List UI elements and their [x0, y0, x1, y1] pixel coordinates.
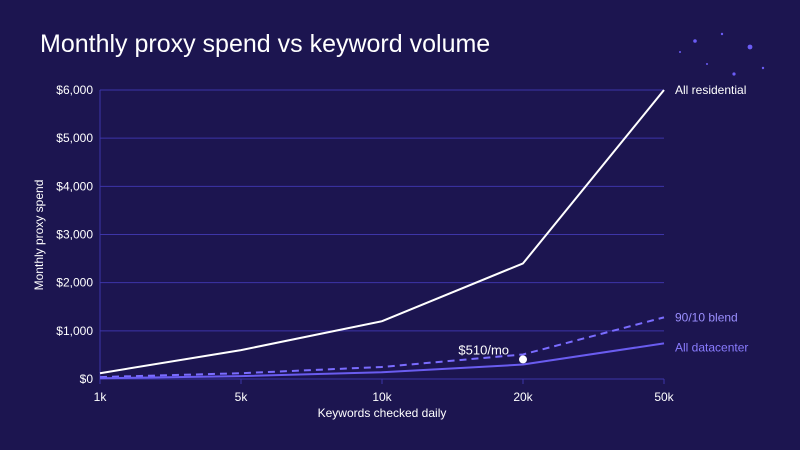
chart-annotations: $510/mo [458, 342, 527, 364]
y-tick-label: $0 [80, 372, 94, 386]
chart-grid [99, 89, 664, 380]
x-tick-label: 5k [235, 390, 249, 404]
x-tick-label: 10k [372, 390, 392, 404]
x-tick-label: 20k [513, 390, 533, 404]
series-label: 90/10 blend [675, 310, 738, 324]
decor-dot [761, 66, 765, 70]
annotation-dot [519, 355, 527, 364]
x-tick-label: 1k [94, 390, 108, 404]
y-tick-label: $6,000 [56, 83, 93, 97]
chart-series [99, 89, 665, 380]
decorative-dots [679, 32, 765, 76]
decor-dot [747, 44, 753, 50]
x-tick-label: 50k [654, 390, 674, 404]
y-axis-title: Monthly proxy spend [32, 180, 46, 291]
y-tick-label: $1,000 [56, 324, 93, 338]
series-line-90-10-blend [99, 316, 665, 379]
decor-dot [732, 72, 736, 76]
decor-dot [720, 32, 724, 36]
series-labels: All residential 90/10 blend All datacenter [675, 83, 748, 354]
page-title: Monthly proxy spend vs keyword volume [40, 30, 491, 58]
series-line-all-datacenter [99, 342, 665, 380]
y-tick-label: $3,000 [56, 228, 93, 242]
series-label: All datacenter [675, 340, 748, 354]
series-label: All residential [675, 83, 746, 97]
y-axis-ticks: $0 $1,000 $2,000 $3,000 $4,000 $5,000 $6,000 [56, 83, 93, 386]
y-tick-label: $5,000 [56, 131, 93, 145]
x-axis-title: Keywords checked daily [318, 406, 447, 420]
series-line-all-residential [99, 89, 665, 375]
y-tick-label: $2,000 [56, 276, 93, 290]
y-tick-label: $4,000 [56, 179, 93, 193]
decor-dot [693, 39, 697, 43]
x-axis-ticks: 1k 5k 10k 20k 50k [94, 379, 675, 404]
annotation-label: $510/mo [458, 342, 509, 357]
decor-dot [706, 63, 708, 65]
decor-dot [679, 51, 681, 53]
